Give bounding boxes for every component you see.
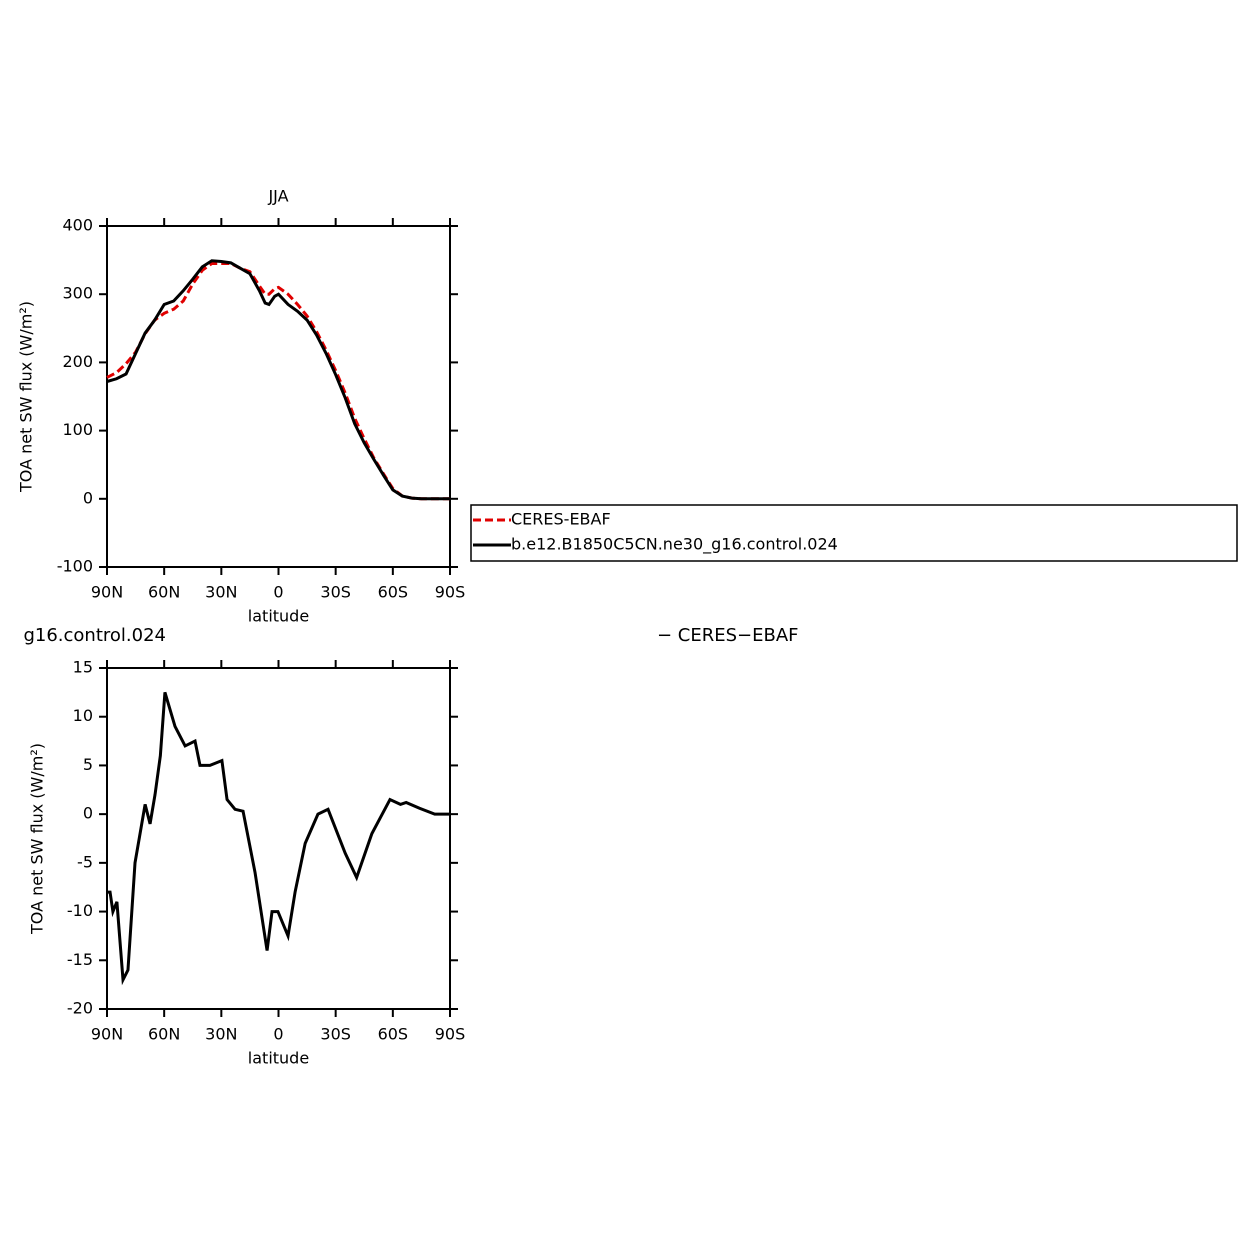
x-tick-label: 90S <box>435 1025 466 1044</box>
y-tick-label: 5 <box>83 755 93 774</box>
x-tick-label: 60N <box>148 583 180 602</box>
x-tick-label: 60S <box>378 1025 409 1044</box>
legend-label: b.e12.B1850C5CN.ne30_g16.control.024 <box>511 535 838 555</box>
x-tick-label: 60N <box>148 1025 180 1044</box>
y-tick-label: -15 <box>67 950 93 969</box>
chart-title-right: − CERES−EBAF <box>657 625 799 646</box>
plot-frame <box>106 667 451 1010</box>
x-tick-label: 90N <box>91 583 123 602</box>
y-tick-label: -20 <box>67 999 93 1018</box>
x-axis-label: latitude <box>248 607 309 626</box>
chart-title-left: g16.control.024 <box>23 625 166 646</box>
y-axis-label: TOA net SW flux (W/m²) <box>28 743 47 935</box>
series-line <box>106 262 450 501</box>
x-axis-label: latitude <box>248 1049 309 1068</box>
series-line <box>106 259 450 501</box>
x-tick-label: 90S <box>435 583 466 602</box>
y-tick-label: 10 <box>73 706 93 725</box>
series-line <box>107 691 450 986</box>
x-tick-label: 30S <box>320 583 351 602</box>
y-tick-label: -100 <box>57 557 93 576</box>
legend-box <box>470 504 1238 562</box>
y-tick-label: 100 <box>62 420 93 439</box>
plot-frame <box>106 225 451 568</box>
y-axis-label: TOA net SW flux (W/m²) <box>17 301 36 493</box>
y-tick-label: -5 <box>77 852 93 871</box>
y-tick-label: -10 <box>67 901 93 920</box>
chart-title: JJA <box>267 187 288 206</box>
x-tick-label: 60S <box>378 583 409 602</box>
x-tick-label: 30N <box>205 1025 237 1044</box>
y-tick-label: 15 <box>73 658 93 677</box>
x-tick-label: 30S <box>320 1025 351 1044</box>
y-tick-label: 300 <box>62 284 93 303</box>
x-tick-label: 90N <box>91 1025 123 1044</box>
x-tick-label: 0 <box>273 1025 283 1044</box>
y-tick-label: 0 <box>83 804 93 823</box>
y-tick-label: 400 <box>62 216 93 235</box>
x-tick-label: 30N <box>205 583 237 602</box>
x-tick-label: 0 <box>273 583 283 602</box>
y-tick-label: 0 <box>83 488 93 507</box>
y-tick-label: 200 <box>62 352 93 371</box>
legend-label: CERES-EBAF <box>511 510 611 529</box>
